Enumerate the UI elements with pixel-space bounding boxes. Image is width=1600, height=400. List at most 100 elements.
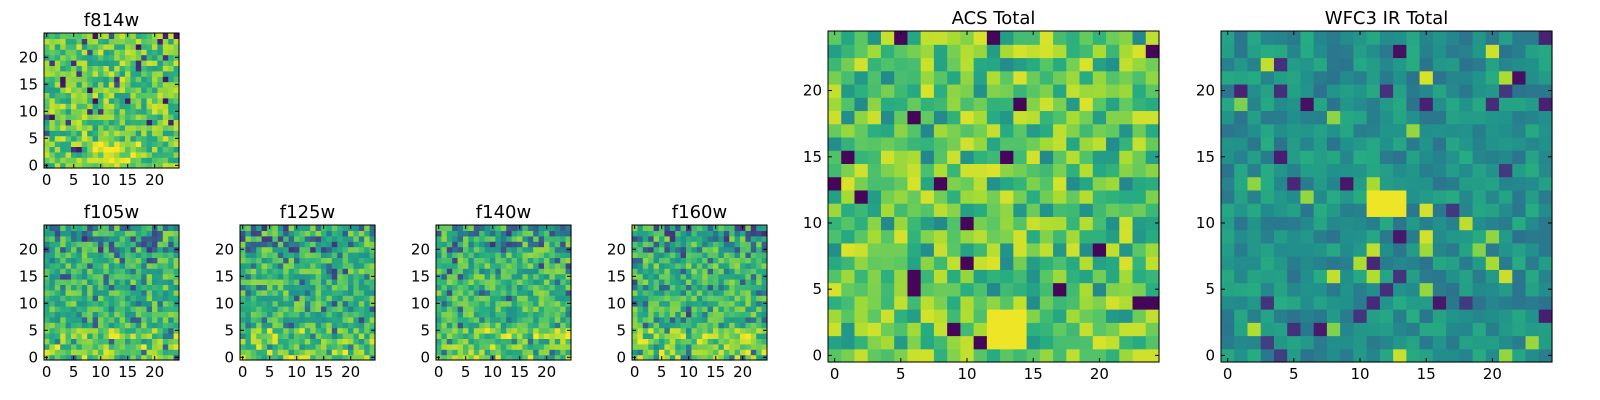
heatmap-cell — [554, 322, 561, 329]
heatmap-cell — [1485, 309, 1500, 323]
heatmap-cell — [60, 81, 67, 88]
heatmap-cell — [1119, 97, 1134, 112]
heatmap-cell — [1446, 189, 1460, 204]
heatmap-cell — [1419, 176, 1434, 191]
heatmap-cell — [245, 279, 252, 285]
heatmap-cell — [44, 338, 50, 345]
heatmap-cell — [1234, 83, 1249, 98]
heatmap-cell — [1287, 348, 1302, 363]
heatmap-cell — [114, 135, 121, 142]
heatmap-cell — [1273, 110, 1288, 125]
heatmap-cell — [162, 279, 169, 285]
heatmap-cell — [1053, 150, 1067, 164]
heatmap-cell — [1472, 123, 1487, 138]
heatmap-cell — [533, 235, 540, 242]
heatmap-cell — [1353, 110, 1368, 125]
heatmap-cell — [947, 242, 961, 257]
heatmap-cell — [92, 311, 99, 318]
heatmap-cell — [637, 246, 644, 253]
heatmap-cell — [664, 295, 671, 302]
heatmap-cell — [173, 92, 180, 99]
heatmap-cell — [44, 130, 50, 137]
heatmap-cell — [1079, 44, 1094, 59]
heatmap-cell — [723, 316, 730, 323]
heatmap-cell — [44, 114, 50, 120]
heatmap-cell — [1234, 44, 1249, 59]
heatmap-cell — [162, 252, 169, 258]
heatmap-cell — [1393, 242, 1407, 257]
heatmap-cell — [1066, 97, 1081, 112]
heatmap-cell — [135, 33, 142, 39]
heatmap-cell — [250, 295, 257, 302]
heatmap-cell — [1053, 123, 1067, 138]
heatmap-cell — [277, 279, 284, 285]
heatmap-cell — [299, 273, 306, 280]
heatmap-cell — [326, 235, 333, 242]
x-tick-label: 0 — [238, 363, 248, 381]
heatmap-cell — [135, 43, 142, 50]
heatmap-cell — [283, 300, 290, 307]
heatmap-cell — [669, 235, 676, 242]
heatmap-cell — [152, 135, 158, 142]
heatmap-cell — [98, 146, 104, 153]
heatmap-cell — [108, 87, 115, 93]
heatmap-cell — [973, 150, 988, 164]
heatmap-cell — [157, 65, 164, 72]
heatmap-cell — [495, 316, 502, 323]
heatmap-cell — [1053, 70, 1067, 85]
heatmap-cell — [103, 311, 110, 318]
heatmap-cell — [745, 322, 752, 329]
heatmap-cell — [1066, 309, 1081, 323]
heatmap-cell — [146, 338, 153, 345]
heatmap-cell — [468, 262, 475, 269]
heatmap-cell — [854, 256, 869, 270]
heatmap-cell — [173, 87, 180, 93]
heatmap-cell — [114, 162, 121, 169]
heatmap-cell — [750, 289, 757, 296]
heatmap-cell — [533, 225, 540, 231]
heatmap-cell — [522, 349, 529, 356]
heatmap-cell — [506, 322, 513, 329]
heatmap-cell — [696, 311, 703, 318]
heatmap-cell — [157, 103, 164, 110]
heatmap-cell — [162, 246, 169, 253]
heatmap-cell — [157, 230, 164, 237]
heatmap-cell — [103, 54, 110, 61]
heatmap-cell — [245, 252, 252, 258]
heatmap-cell — [549, 343, 556, 350]
heatmap-cell — [54, 246, 61, 253]
heatmap-cell — [294, 338, 300, 345]
heatmap-cell — [484, 252, 491, 258]
heatmap-cell — [1221, 70, 1235, 85]
heatmap-cell — [54, 141, 61, 147]
heatmap-cell — [114, 300, 121, 307]
heatmap-cell — [527, 306, 534, 312]
heatmap-cell — [342, 225, 349, 231]
heatmap-cell — [1221, 57, 1235, 72]
heatmap-cell — [565, 241, 572, 248]
heatmap-cell — [114, 327, 121, 334]
heatmap-cell — [114, 108, 121, 115]
heatmap-cell — [457, 300, 464, 307]
heatmap-cell — [1472, 176, 1487, 191]
heatmap-cell — [364, 354, 371, 361]
heatmap-cell — [680, 279, 687, 285]
heatmap-cell — [880, 216, 895, 231]
heatmap-cell — [533, 268, 540, 275]
heatmap-cell — [1026, 216, 1041, 231]
heatmap-cell — [1000, 256, 1014, 270]
heatmap-cell — [92, 252, 99, 258]
axes-frame — [239, 224, 376, 361]
heatmap-cell — [554, 289, 561, 296]
heatmap-cell — [299, 316, 306, 323]
heatmap-cell — [98, 252, 104, 258]
heatmap-cell — [304, 252, 311, 258]
heatmap-cell — [119, 273, 126, 280]
heatmap-cell — [740, 252, 746, 258]
heatmap-cell — [484, 257, 491, 264]
heatmap-cell — [554, 327, 561, 334]
heatmap-cell — [342, 354, 349, 361]
heatmap-cell — [560, 316, 567, 323]
heatmap-cell — [157, 124, 164, 131]
heatmap-cell — [87, 92, 94, 99]
